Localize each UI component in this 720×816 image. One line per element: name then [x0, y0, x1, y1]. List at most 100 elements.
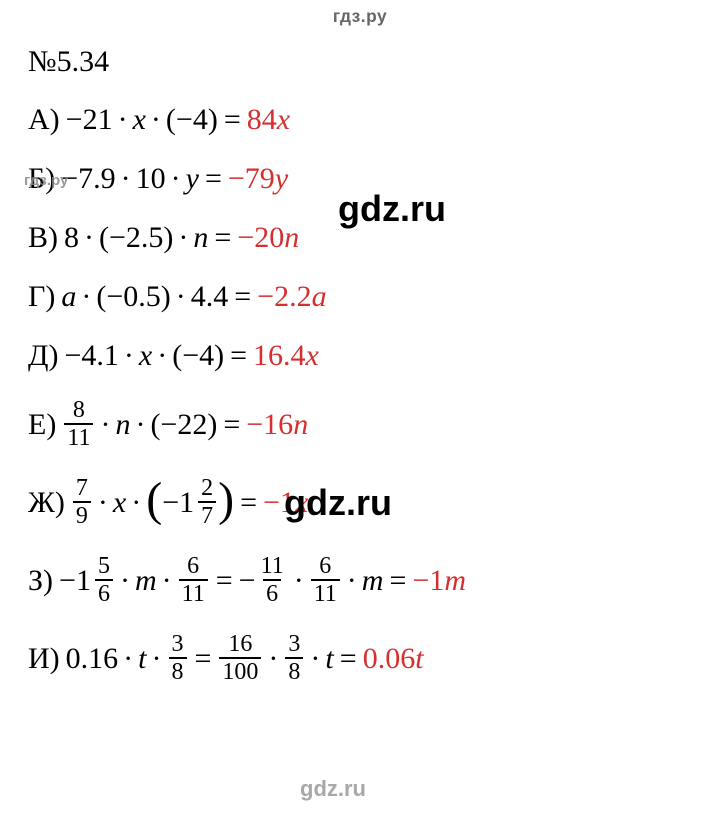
answer-z: −1m	[412, 564, 466, 597]
line-d: Д) −4.1 · x · (−4) = 16.4x	[28, 339, 692, 372]
equals: =	[216, 564, 233, 597]
dot: ·	[81, 280, 91, 313]
dot: ·	[157, 339, 167, 372]
site-header: гдз.ру	[0, 0, 720, 27]
ans-coef: −16	[246, 408, 293, 441]
label-i: И)	[28, 642, 60, 675]
term: 10	[136, 162, 166, 195]
equals: =	[340, 642, 357, 675]
answer-a: 84x	[247, 103, 290, 136]
term: −7.9	[61, 162, 115, 195]
answer-g: −2.2a	[257, 280, 326, 313]
term: 4.4	[191, 280, 229, 313]
equals: =	[205, 162, 222, 195]
equals: =	[195, 642, 212, 675]
line-v: В) 8 · (−2.5) · n = −20n	[28, 221, 692, 254]
label-a: А)	[28, 103, 60, 136]
line-g: Г) a · (−0.5) · 4.4 = −2.2a	[28, 280, 692, 313]
var: x	[139, 339, 152, 372]
den: 11	[64, 423, 93, 450]
whole: 1	[179, 486, 194, 519]
var: x	[133, 103, 146, 136]
dot: ·	[120, 564, 130, 597]
ans-var: n	[284, 221, 299, 254]
equals: =	[234, 280, 251, 313]
dot: ·	[98, 486, 108, 519]
ans-coef: −1	[263, 486, 295, 519]
dot: ·	[347, 564, 357, 597]
dot: ·	[124, 339, 134, 372]
num: 7	[73, 476, 91, 501]
den: 8	[285, 657, 303, 684]
answer-v: −20n	[237, 221, 299, 254]
mixed-fraction: 1 5 6	[76, 554, 115, 606]
var: n	[193, 221, 208, 254]
problem-number: №5.34	[28, 45, 692, 79]
num: 6	[184, 554, 202, 579]
dot: ·	[131, 486, 141, 519]
solution-body: №5.34 А) −21 · x · (−4) = 84x Б) −7.9 · …	[0, 27, 720, 684]
answer-e: −16n	[246, 408, 308, 441]
label-e: Е)	[28, 408, 56, 441]
num: 8	[70, 398, 88, 423]
dot: ·	[100, 408, 110, 441]
var: y	[186, 162, 199, 195]
ans-var: m	[444, 564, 466, 597]
fraction: 3 8	[169, 632, 187, 684]
line-zh: Ж) 7 9 · x · ( − 1 2 7 ) = −1x	[28, 476, 692, 528]
sign: −	[59, 564, 76, 597]
fraction: 6 11	[179, 554, 208, 606]
line-i: И) 0.16 · t · 3 8 = 16 100 · 3 8 · t =	[28, 632, 692, 684]
paren-open: (	[146, 486, 162, 515]
watermark: gdz.ru	[300, 776, 366, 802]
label-zh: Ж)	[28, 486, 65, 519]
equals: =	[230, 339, 247, 372]
num: 3	[169, 632, 187, 657]
term: (−4)	[166, 103, 218, 136]
var: m	[135, 564, 157, 597]
var: n	[115, 408, 130, 441]
dot: ·	[294, 564, 304, 597]
term: −21	[66, 103, 113, 136]
ans-var: x	[306, 339, 319, 372]
equals: =	[389, 564, 406, 597]
dot: ·	[121, 162, 131, 195]
dot: ·	[118, 103, 128, 136]
dot: ·	[171, 162, 181, 195]
label-d: Д)	[28, 339, 58, 372]
var: a	[61, 280, 76, 313]
ans-coef: 16.4	[253, 339, 306, 372]
label-g: Г)	[28, 280, 55, 313]
term: (−4)	[172, 339, 224, 372]
fraction: 7 9	[73, 476, 91, 528]
ans-var: a	[312, 280, 327, 313]
ans-var: y	[275, 162, 288, 195]
whole: 1	[76, 564, 91, 597]
term: 0.16	[66, 642, 119, 675]
den: 11	[179, 579, 208, 606]
num: 6	[316, 554, 334, 579]
line-e: Е) 8 11 · n · (−22) = −16n	[28, 398, 692, 450]
den: 7	[198, 501, 216, 528]
dot: ·	[135, 408, 145, 441]
equals: =	[214, 221, 231, 254]
term: 8	[64, 221, 79, 254]
fraction: 16 100	[219, 632, 261, 684]
den: 11	[311, 579, 340, 606]
answer-zh: −1x	[263, 486, 308, 519]
mixed-fraction: − 1 2 7	[162, 476, 218, 528]
label-v: В)	[28, 221, 58, 254]
num: 5	[95, 554, 113, 579]
dot: ·	[84, 221, 94, 254]
fraction: 11 6	[258, 554, 287, 606]
term: (−22)	[150, 408, 217, 441]
ans-coef: −1	[412, 564, 444, 597]
dot: ·	[151, 103, 161, 136]
dot: ·	[123, 642, 133, 675]
den: 6	[95, 579, 113, 606]
dot: ·	[176, 280, 186, 313]
var: m	[362, 564, 384, 597]
answer-b: −79y	[228, 162, 288, 195]
num: 3	[285, 632, 303, 657]
ans-var: n	[293, 408, 308, 441]
